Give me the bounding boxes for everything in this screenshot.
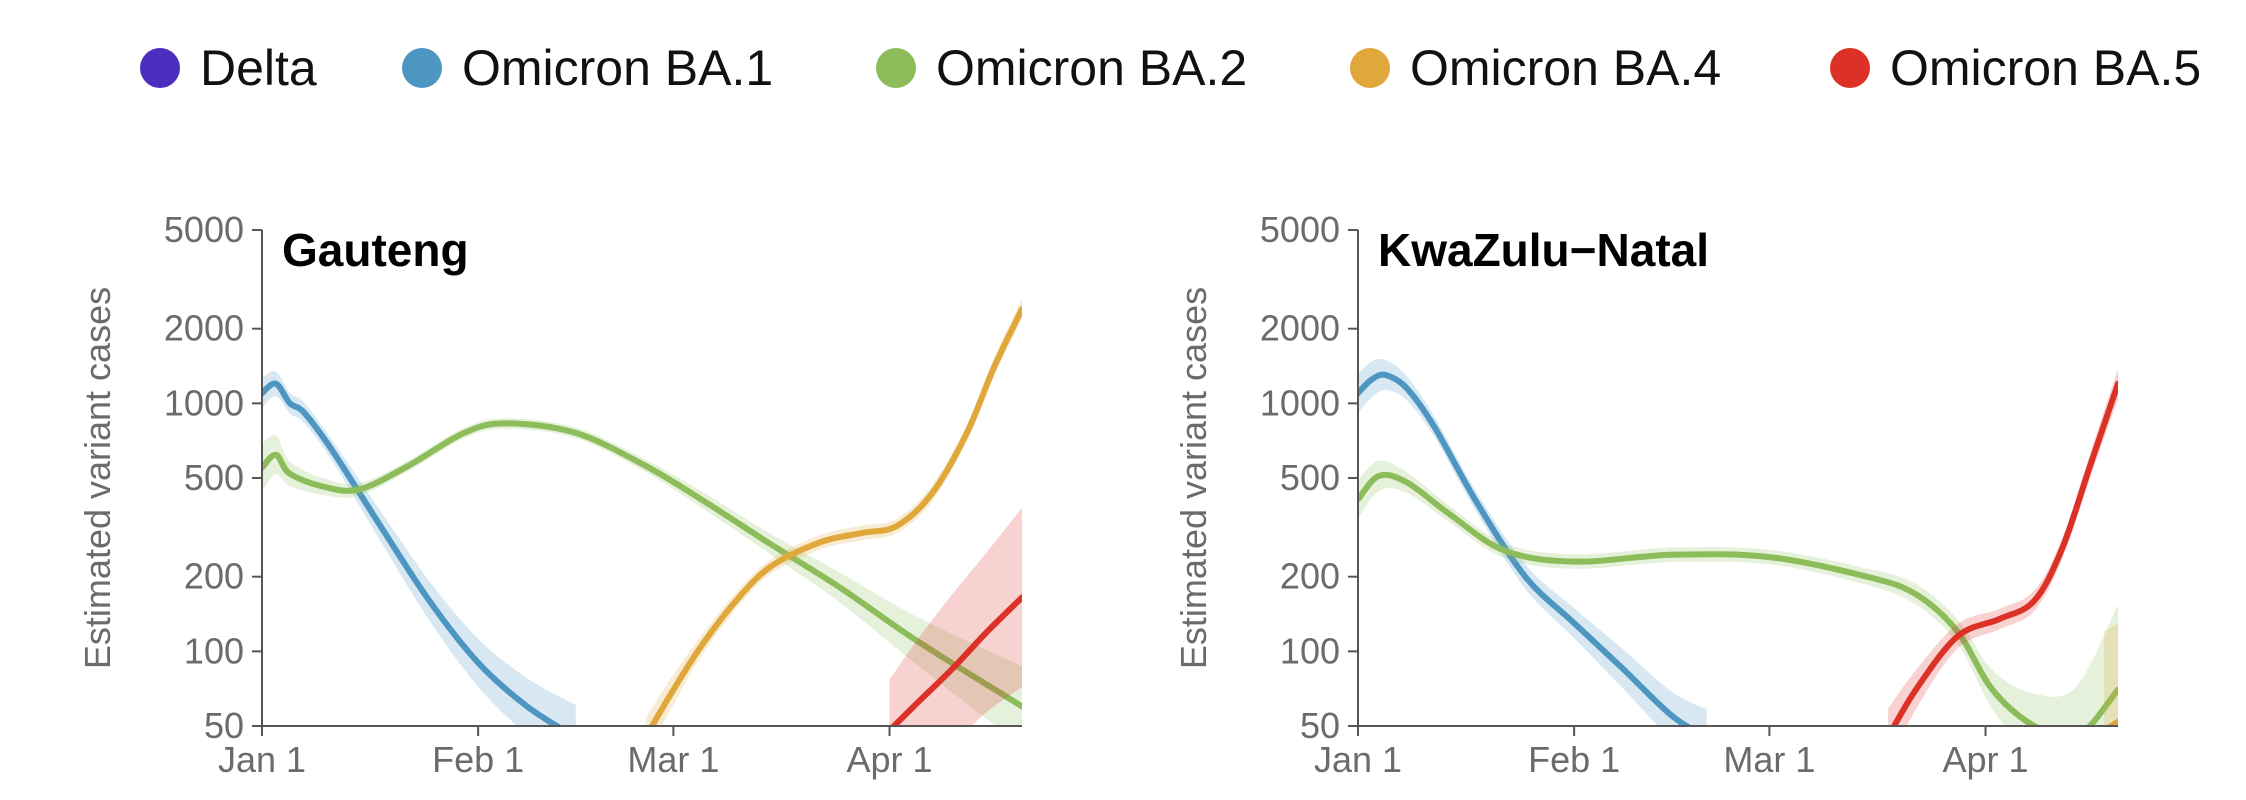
legend-marker [1350, 48, 1390, 88]
y-tick-label: 100 [184, 630, 244, 671]
x-tick-label: Jan 1 [1314, 739, 1402, 780]
legend-item-omicron-ba-4: Omicron BA.4 [1350, 28, 1721, 108]
y-tick-label: 200 [1280, 556, 1340, 597]
series-band-omicron-ba-4 [645, 298, 1022, 726]
x-tick-label: Jan 1 [218, 739, 306, 780]
y-tick-label: 5000 [1260, 209, 1340, 250]
legend-label: Omicron BA.4 [1410, 40, 1722, 96]
legend-label: Delta [200, 40, 317, 96]
y-tick-label: 1000 [1260, 382, 1340, 423]
legend-marker [140, 48, 180, 88]
plot-area [262, 298, 1022, 726]
x-tick-label: Mar 1 [627, 739, 719, 780]
panel-title: Gauteng [282, 224, 469, 276]
series-band-omicron-ba-5 [889, 507, 1022, 726]
chart-panel-gauteng: 50 100 200 500 1000 2000 5000 Jan 1 Feb 1 Mar 1 Ap… [77, 209, 1022, 780]
x-tick-label: Feb 1 [432, 739, 524, 780]
series-band-omicron-ba-2 [1358, 460, 2118, 726]
legend-marker [876, 48, 916, 88]
legend-item-omicron-ba-1: Omicron BA.1 [402, 28, 773, 108]
y-axis-title: Estimated variant cases [77, 287, 118, 669]
panel-title: KwaZulu−Natal [1378, 224, 1709, 276]
series-line-omicron-ba-1 [1358, 371, 1693, 726]
x-tick-label: Mar 1 [1723, 739, 1815, 780]
legend-marker [1830, 48, 1870, 88]
legend-item-omicron-ba-2: Omicron BA.2 [876, 28, 1247, 108]
legend-label: Omicron BA.2 [936, 40, 1248, 96]
series-line-omicron-ba-4 [648, 306, 1022, 726]
y-tick-label: 500 [184, 457, 244, 498]
series-line-omicron-ba-2 [262, 420, 1022, 710]
y-tick-label: 100 [1280, 630, 1340, 671]
y-tick-label: 2000 [1260, 308, 1340, 349]
series-line-omicron-ba-2 [1358, 471, 2118, 726]
y-tick-label: 2000 [164, 308, 244, 349]
legend-label: Omicron BA.5 [1890, 40, 2202, 96]
chart-panel-kwazulu-natal: 50 100 200 500 1000 2000 5000 Jan 1 Feb 1 Mar 1 Ap… [1173, 209, 2118, 780]
series-band-omicron-ba-5 [1887, 368, 2118, 726]
y-tick-label: 5000 [164, 209, 244, 250]
x-tick-label: Apr 1 [846, 739, 932, 780]
y-axis-title: Estimated variant cases [1173, 287, 1214, 669]
series-line-omicron-ba-5 [1890, 380, 2118, 726]
series-band-omicron-ba-4 [2104, 623, 2118, 726]
y-tick-label: 1000 [164, 382, 244, 423]
x-tick-label: Feb 1 [1528, 739, 1620, 780]
plot-area [1358, 358, 2118, 726]
legend-item-omicron-ba-5: Omicron BA.5 [1830, 28, 2201, 108]
y-tick-label: 500 [1280, 457, 1340, 498]
legend-marker [402, 48, 442, 88]
y-tick-label: 200 [184, 556, 244, 597]
legend-item-delta: Delta [140, 28, 317, 108]
legend-label: Omicron BA.1 [462, 40, 774, 96]
y-tick-label: 50 [204, 705, 244, 746]
series-line-omicron-ba-4 [2105, 718, 2118, 726]
legend: Delta Omicron BA.1 Omicron BA.2 Omicron BA.… [0, 28, 2246, 108]
series-line-omicron-ba-1 [262, 380, 563, 726]
y-tick-label: 50 [1300, 705, 1340, 746]
x-tick-label: Apr 1 [1942, 739, 2028, 780]
series-line-omicron-ba-5 [889, 594, 1022, 726]
